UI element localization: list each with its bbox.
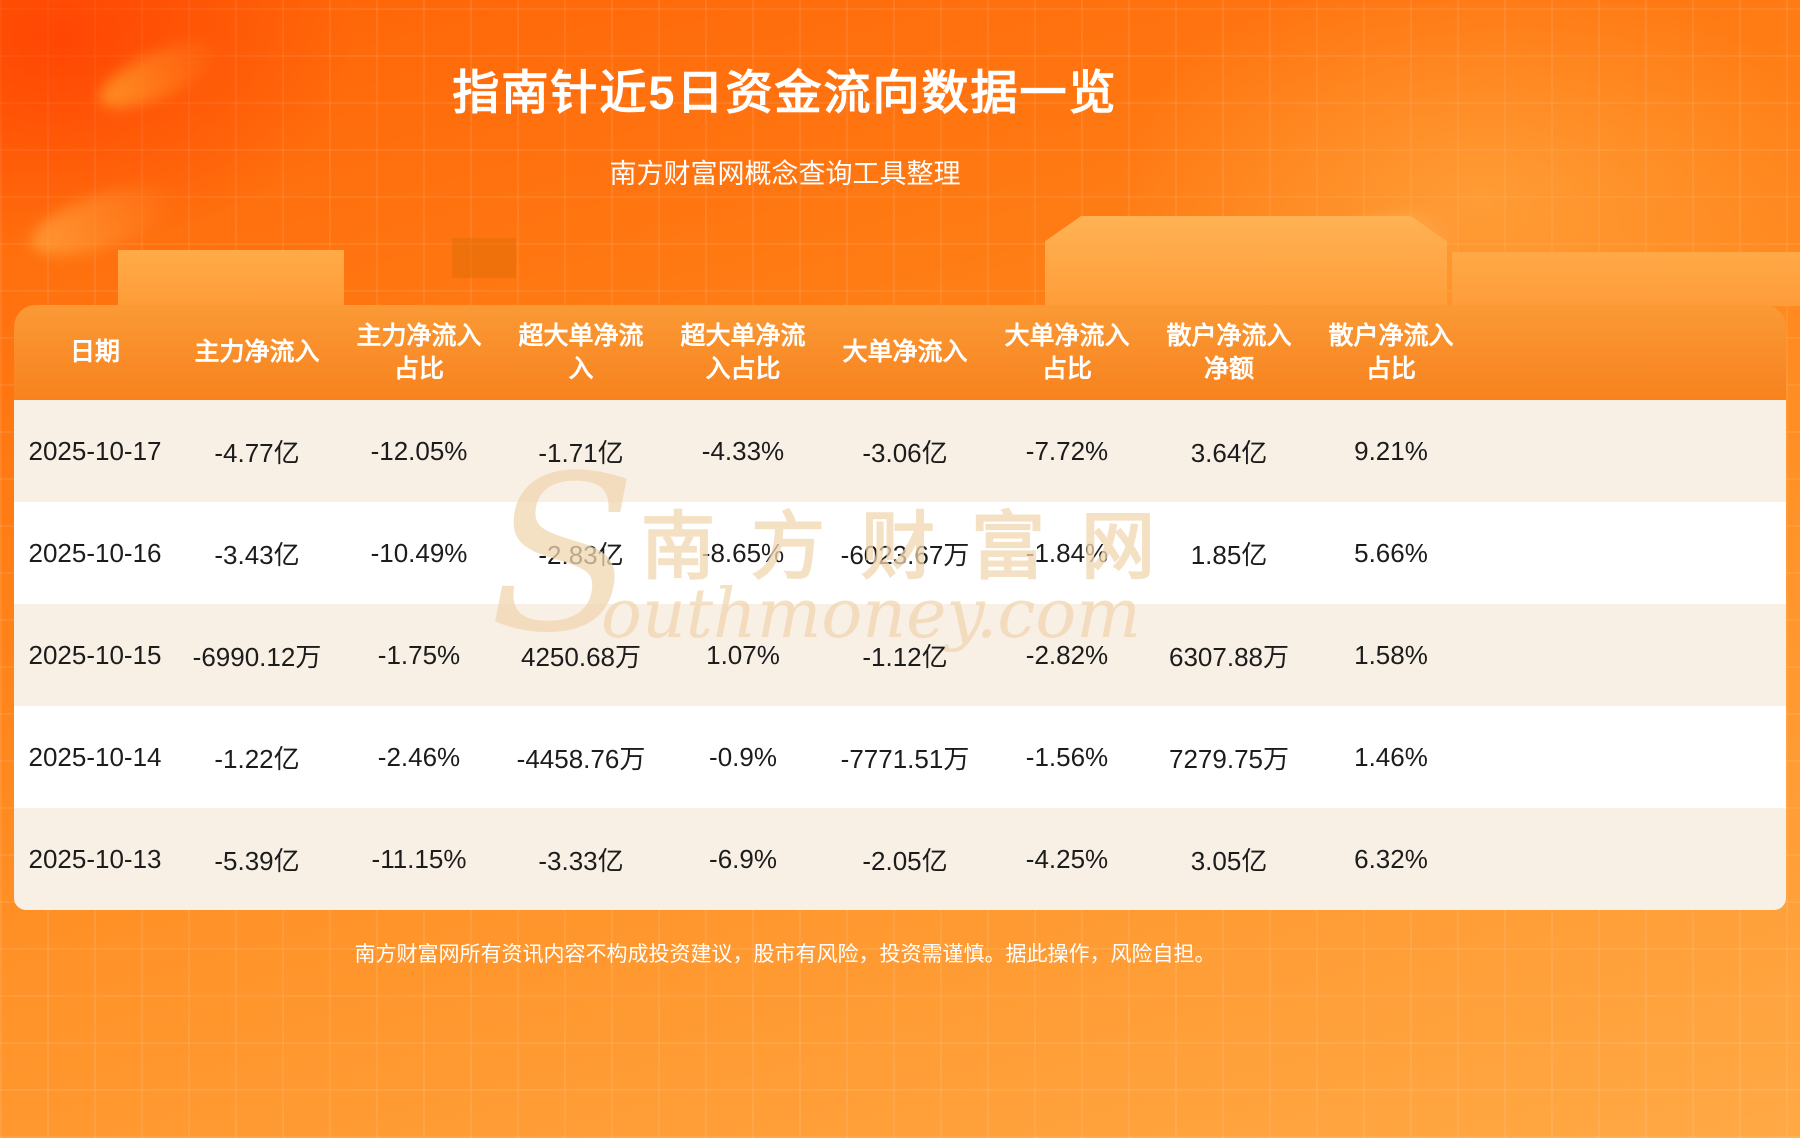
table-row: 2025-10-13 -5.39亿 -11.15% -3.33亿 -6.9% -2.05亿… (14, 808, 1786, 910)
value-cell: 1.46% (1354, 741, 1428, 772)
value-cell: -2.83亿 (538, 539, 624, 570)
decor-podium-center (345, 200, 1005, 306)
value-cell: -8.65% (701, 537, 785, 568)
value-cell: 3.05亿 (1190, 845, 1268, 876)
value-cell: -2.82% (1025, 639, 1109, 670)
value-cell: -3.06亿 (862, 437, 948, 468)
table-row: 2025-10-14 -1.22亿 -2.46% -4458.76万 -0.9% -777… (14, 706, 1786, 808)
value-cell: 5.66% (1354, 537, 1428, 568)
value-cell: -6.9% (709, 843, 777, 874)
column-header: 大单净流入 (842, 338, 968, 367)
value-cell: -6990.12万 (192, 641, 322, 672)
column-header: 散户净流入 净额 (1166, 322, 1292, 383)
value-cell: 6.32% (1354, 843, 1428, 874)
value-cell: -4.33% (701, 435, 785, 466)
decor-podium-right (1045, 216, 1447, 306)
value-cell: -7.72% (1025, 435, 1109, 466)
decor-podium-left (118, 250, 344, 306)
value-cell: -1.12亿 (862, 641, 948, 672)
column-header: 散户净流入 占比 (1328, 322, 1454, 383)
value-cell: -6023.67万 (840, 539, 970, 570)
value-cell: -4458.76万 (516, 743, 646, 774)
value-cell: -1.56% (1025, 741, 1109, 772)
column-header: 日期 (69, 338, 120, 367)
column-header: 超大单净流 入占比 (680, 322, 806, 383)
date-cell: 2025-10-14 (28, 741, 162, 772)
column-header: 大单净流入 占比 (1004, 322, 1130, 383)
value-cell: 1.58% (1354, 639, 1428, 670)
value-cell: -4.77亿 (214, 437, 300, 468)
page-title: 指南针近5日资金流向数据一览 (452, 66, 1118, 119)
value-cell: 1.07% (706, 639, 780, 670)
value-cell: -1.75% (377, 639, 461, 670)
table-row: 2025-10-17 -4.77亿 -12.05% -1.71亿 -4.33% -3.06… (14, 400, 1786, 502)
date-cell: 2025-10-16 (28, 537, 162, 568)
disclaimer-text: 南方财富网所有资讯内容不构成投资建议，股市有风险，投资需谨慎。据此操作，风险自担… (354, 943, 1216, 966)
date-cell: 2025-10-15 (28, 639, 162, 670)
table-body: 2025-10-17 -4.77亿 -12.05% -1.71亿 -4.33% -3.06… (14, 400, 1786, 910)
table-header-row: 日期 主力净流入 主力净流入 占比 超大单净流 入超大单净流 入占比 大单净流入 大单净流… (14, 305, 1786, 400)
value-cell: 1.85亿 (1190, 539, 1268, 570)
value-cell: -1.71亿 (538, 437, 624, 468)
value-cell: -12.05% (370, 435, 468, 466)
value-cell: -1.22亿 (214, 743, 300, 774)
value-cell: -2.05亿 (862, 845, 948, 876)
value-cell: 4250.68万 (521, 641, 641, 672)
value-cell: 9.21% (1354, 435, 1428, 466)
value-cell: -7771.51万 (840, 743, 970, 774)
column-header: 超大单净流 入 (518, 322, 644, 383)
value-cell: -2.46% (377, 741, 461, 772)
table-row: 2025-10-16 -3.43亿 -10.49% -2.83亿 -8.65% -6023… (14, 502, 1786, 604)
value-cell: 3.64亿 (1190, 437, 1268, 468)
value-cell: -11.15% (371, 843, 467, 874)
table-row: 2025-10-15 -6990.12万 -1.75% 4250.68万 1.07% -1… (14, 604, 1786, 706)
value-cell: -1.84% (1025, 537, 1109, 568)
value-cell: -5.39亿 (214, 845, 300, 876)
decor-podium-far-right (1452, 252, 1800, 306)
decor-flare-right (1305, 198, 1465, 292)
fund-flow-table: 日期 主力净流入 主力净流入 占比 超大单净流 入超大单净流 入占比 大单净流入 大单净流… (14, 305, 1786, 910)
value-cell: -10.49% (370, 537, 468, 568)
value-cell: -3.43亿 (214, 539, 300, 570)
page-subtitle: 南方财富网概念查询工具整理 (609, 159, 961, 189)
date-cell: 2025-10-13 (28, 843, 162, 874)
value-cell: -4.25% (1025, 843, 1109, 874)
value-cell: -3.33亿 (538, 845, 624, 876)
value-cell: -0.9% (709, 741, 777, 772)
date-cell: 2025-10-17 (28, 435, 162, 466)
decor-podium-notch (452, 238, 516, 278)
column-header: 主力净流入 占比 (356, 322, 482, 383)
column-header: 主力净流入 (194, 338, 320, 367)
value-cell: 6307.88万 (1169, 641, 1289, 672)
value-cell: 7279.75万 (1169, 743, 1289, 774)
